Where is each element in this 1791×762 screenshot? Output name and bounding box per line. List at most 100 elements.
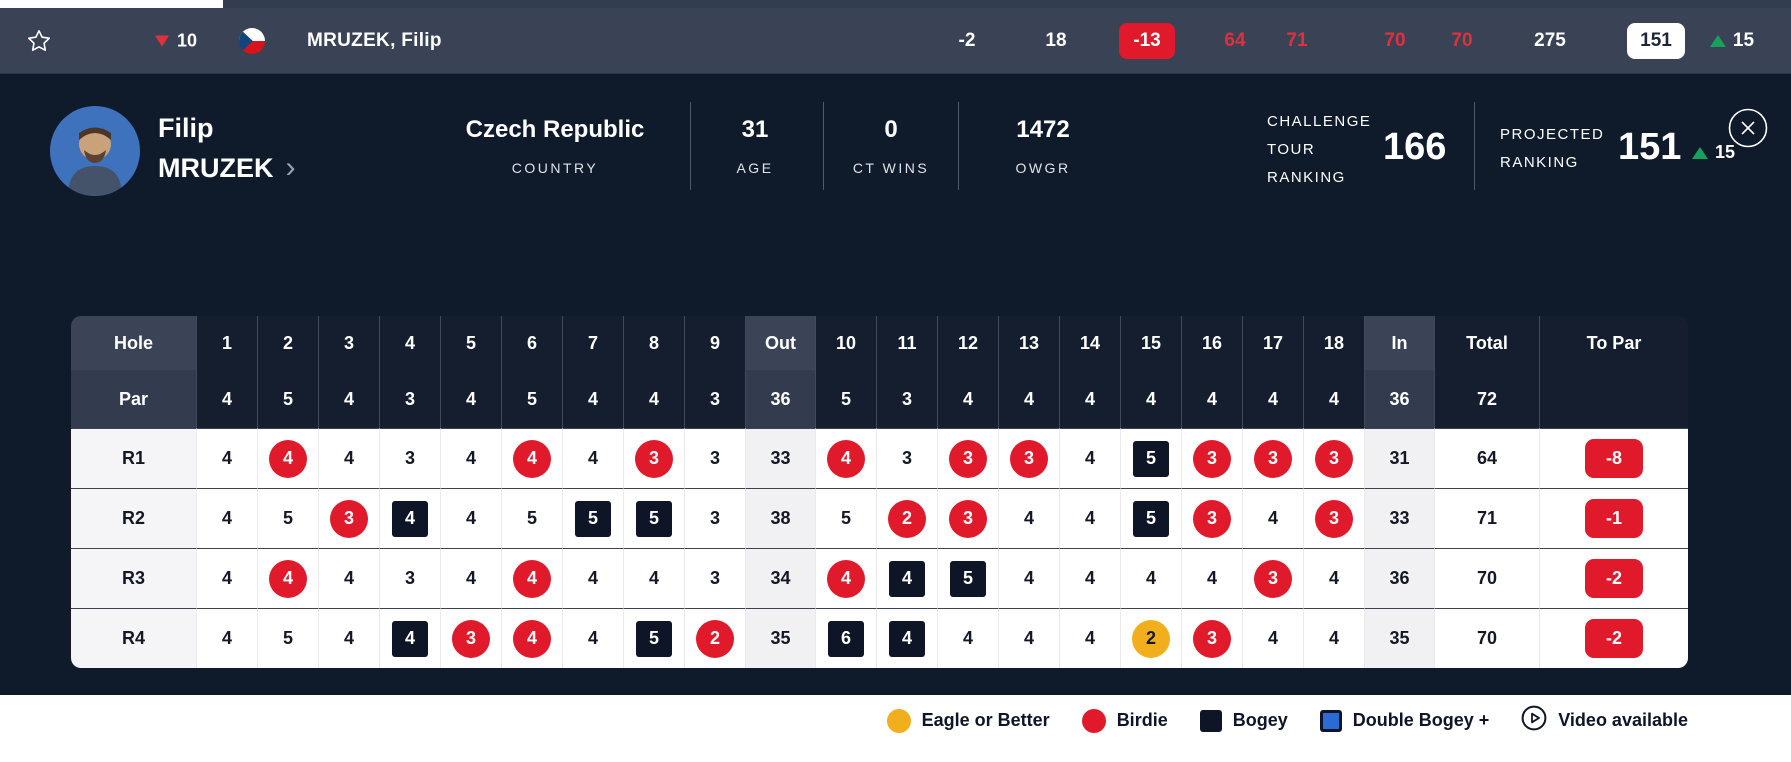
score-cell: 4 [563, 428, 624, 488]
round-total: 70 [1435, 608, 1540, 668]
par-value: 4 [1304, 370, 1365, 428]
leaderboard-player-row[interactable]: 10 MRUZEK, Filip -2 18 -13 64 71 70 70 2… [0, 8, 1791, 73]
col-header-7: 7 [563, 316, 624, 370]
score-par: 4 [1328, 568, 1339, 588]
score-par: 4 [962, 628, 973, 648]
player-last-name: MRUZEK [158, 153, 274, 183]
score-cell: 2 [1121, 608, 1182, 668]
score-cell: 3 [441, 608, 502, 668]
col-header-6: 6 [502, 316, 563, 370]
score-birdie: 3 [949, 499, 987, 538]
score-cell: 4 [624, 548, 685, 608]
score-par: 4 [343, 628, 354, 648]
score-par: 4 [1084, 628, 1095, 648]
score-cell: 3 [938, 428, 999, 488]
score-cell: 4 [380, 608, 441, 668]
score-cell: 4 [441, 488, 502, 548]
round-label: R4 [71, 608, 197, 668]
score-cell: 4 [502, 428, 563, 488]
legend-item-eagle: Eagle or Better [886, 708, 1050, 733]
par-value: 4 [563, 370, 624, 428]
score-par: 3 [709, 568, 720, 588]
score-cell: 4 [441, 548, 502, 608]
score-par: 4 [465, 568, 476, 588]
age-value: 31 [741, 116, 769, 143]
stat-ct-wins: 0 CT WINS [853, 116, 929, 176]
score-par: 4 [221, 628, 232, 648]
round-out: 33 [746, 428, 816, 488]
round-4-score: 70 [1451, 29, 1473, 51]
score-birdie: 3 [452, 619, 490, 658]
birdie-marker-icon [1081, 708, 1106, 733]
par-total: 72 [1435, 370, 1540, 428]
player-name-link[interactable]: Filip MRUZEK › [158, 108, 296, 188]
score-par: 4 [1084, 568, 1095, 588]
ct-wins-value: 0 [884, 116, 898, 143]
score-par: 4 [648, 568, 659, 588]
score-par: 4 [587, 568, 598, 588]
score-cell: 3 [685, 428, 746, 488]
scorecard-table: Hole 1 2 3 4 5 6 7 8 9 Out 10 11 12 13 14 15 16 17 18 In Tota… [71, 316, 1688, 668]
score-cell: 5 [502, 488, 563, 548]
round-total: 70 [1435, 548, 1540, 608]
score-birdie: 3 [1315, 499, 1353, 538]
legend-item-birdie: Birdie [1081, 708, 1168, 733]
czech-flag-icon [239, 27, 265, 54]
stat-age: 31 AGE [736, 116, 773, 176]
score-par: 3 [404, 448, 415, 468]
score-cell: 3 [624, 428, 685, 488]
col-header-1: 1 [197, 316, 258, 370]
page-top-strip [223, 0, 1791, 8]
projected-ranking-value: 151 [1618, 126, 1682, 168]
round-to-par: -2 [1540, 548, 1688, 608]
par-value: 5 [816, 370, 877, 428]
par-in: 36 [1365, 370, 1435, 428]
score-cell: 4 [938, 608, 999, 668]
score-bogey: 5 [1133, 440, 1169, 477]
player-name[interactable]: MRUZEK, Filip [307, 29, 442, 51]
score-cell: 5 [1121, 428, 1182, 488]
par-value: 4 [1121, 370, 1182, 428]
score-cell: 3 [685, 548, 746, 608]
favorite-star-button[interactable] [26, 28, 52, 54]
score-cell: 5 [1121, 488, 1182, 548]
score-birdie: 3 [1193, 439, 1231, 478]
score-cell: 4 [319, 428, 380, 488]
stat-owgr: 1472 OWGR [1015, 116, 1070, 176]
score-cell: 3 [1243, 428, 1304, 488]
score-par: 4 [1328, 628, 1339, 648]
par-value: 3 [380, 370, 441, 428]
score-cell: 3 [877, 428, 938, 488]
today-score: -2 [958, 29, 976, 51]
score-cell: 5 [624, 608, 685, 668]
owgr-label: OWGR [1015, 160, 1071, 176]
score-par: 4 [465, 508, 476, 528]
score-cell: 4 [563, 608, 624, 668]
round-out: 38 [746, 488, 816, 548]
score-birdie: 3 [1193, 499, 1231, 538]
score-cell: 4 [1121, 548, 1182, 608]
par-value: 5 [502, 370, 563, 428]
close-button[interactable] [1728, 108, 1768, 153]
score-par: 4 [343, 448, 354, 468]
col-header-10: 10 [816, 316, 877, 370]
round-in: 31 [1365, 428, 1435, 488]
score-cell: 6 [816, 608, 877, 668]
scorecard-legend: Eagle or Better Birdie Bogey Double Boge… [886, 705, 1688, 736]
col-header-13: 13 [999, 316, 1060, 370]
score-cell: 5 [258, 488, 319, 548]
score-par: 4 [1145, 568, 1156, 588]
score-bogey: 5 [636, 620, 672, 657]
score-cell: 4 [197, 488, 258, 548]
holes-played: 18 [1045, 29, 1067, 51]
stat-country: Czech Republic COUNTRY [466, 116, 645, 176]
col-header-to-par: To Par [1540, 316, 1688, 370]
score-par: 4 [343, 568, 354, 588]
chevron-right-icon: › [285, 151, 296, 184]
bogey-marker-icon [1199, 709, 1222, 732]
score-cell: 3 [1304, 488, 1365, 548]
score-birdie: 3 [1254, 439, 1292, 478]
to-par-badge: -2 [1585, 619, 1643, 658]
col-header-4: 4 [380, 316, 441, 370]
col-header-3: 3 [319, 316, 380, 370]
